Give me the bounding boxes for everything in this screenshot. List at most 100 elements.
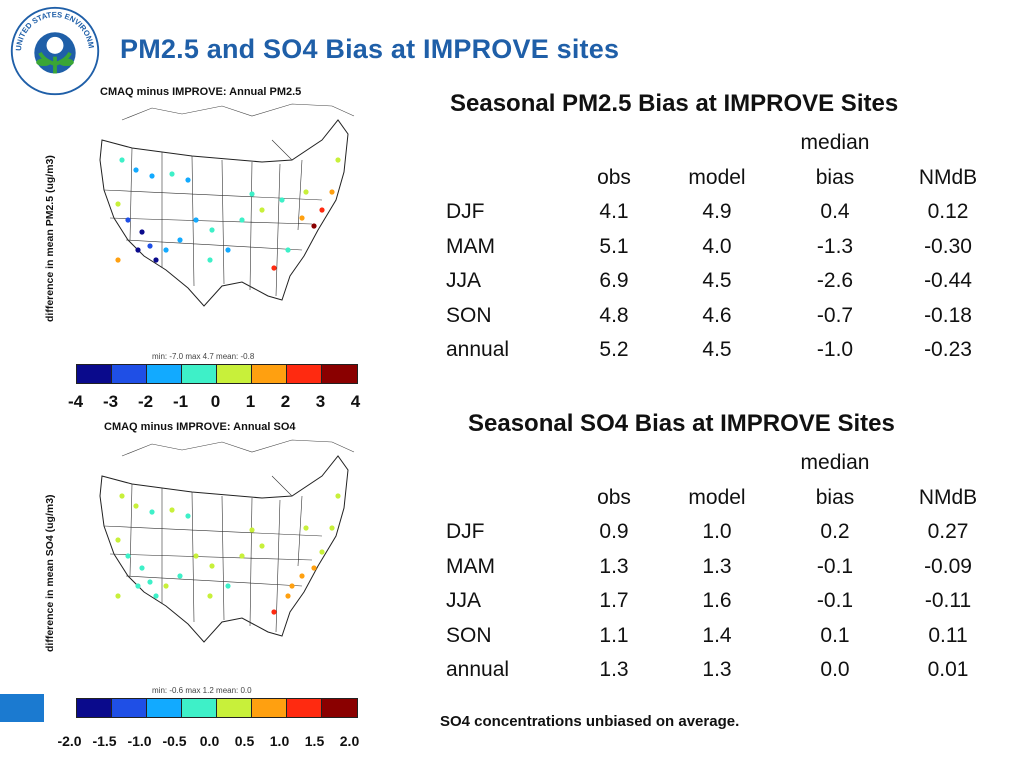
table-row: DJF 0.9 1.0 0.2 0.27 [446, 515, 998, 550]
table-cell: 1.1 [599, 623, 629, 647]
table-cell: annual [446, 658, 510, 682]
pm25-map-canada-border [121, 103, 355, 121]
table-cell: 4.0 [702, 234, 732, 258]
so4-colorbar-tick: -1.0 [127, 733, 152, 749]
table-cell: DJF [446, 200, 485, 224]
header-cell: model [688, 165, 746, 189]
so4-colorbar-ticks: -2.0 -1.5 -1.0 -0.5 0.0 0.5 1.0 1.5 2.0 [52, 733, 367, 749]
header-cell: NMdB [918, 485, 978, 509]
so4-colorbar-tick: -0.5 [162, 733, 187, 749]
table-cell: 1.3 [599, 658, 629, 682]
so4-colorbar-swatch [252, 699, 287, 717]
so4-colorbar [76, 698, 358, 718]
header-cell: bias [815, 165, 855, 189]
table-cell: -0.11 [924, 589, 972, 613]
table-row: JJA 1.7 1.6 -0.1 -0.11 [446, 584, 998, 619]
table-cell: -2.6 [816, 269, 854, 293]
pm25-colorbar-tick: 0 [210, 392, 221, 411]
so4-table-title: Seasonal SO4 Bias at IMPROVE Sites [468, 410, 895, 437]
table-cell: -0.1 [816, 554, 854, 578]
pm25-colorbar-swatch [77, 365, 112, 383]
header-cell [898, 446, 998, 481]
so4-map-canada-border [121, 439, 355, 457]
table-cell: 4.8 [599, 303, 629, 327]
header-cell: median [800, 451, 870, 475]
table-cell: 0.11 [928, 623, 968, 647]
table-cell: 4.1 [599, 200, 629, 224]
pm25-colorbar-tick: -3 [102, 392, 119, 411]
table-cell: -0.18 [924, 303, 972, 327]
so4-map [92, 436, 366, 682]
pm25-table-title: Seasonal PM2.5 Bias at IMPROVE Sites [450, 90, 899, 117]
table-cell: 5.1 [599, 234, 629, 258]
table-cell: 0.9 [599, 520, 629, 544]
pm25-colorbar-swatch [287, 365, 322, 383]
pm25-colorbar-tick: 2 [280, 392, 291, 411]
table-cell: annual [446, 338, 510, 362]
pm25-colorbar-swatch [322, 365, 357, 383]
so4-colorbar-tick: 2.0 [339, 733, 360, 749]
table-header-row: median [446, 446, 998, 481]
header-cell [446, 126, 566, 161]
table-cell: 1.3 [702, 554, 732, 578]
table-cell: 5.2 [599, 338, 629, 362]
header-cell: model [688, 485, 746, 509]
footnote: SO4 concentrations unbiased on average. [440, 713, 740, 730]
table-cell: -0.09 [924, 554, 972, 578]
pm25-map [92, 100, 366, 350]
header-cell: median [800, 131, 870, 155]
table-cell: 0.01 [927, 658, 969, 682]
so4-colorbar-swatch [287, 699, 322, 717]
table-cell: -0.1 [816, 589, 854, 613]
pm25-colorbar-ticks: -4 -3 -2 -1 0 1 2 3 4 [58, 392, 373, 412]
table-cell: -0.23 [924, 338, 972, 362]
so4-map-stats: min: -0.6 max 1.2 mean: 0.0 [152, 686, 252, 695]
pm25-colorbar-tick: 1 [245, 392, 256, 411]
pm25-colorbar-swatch [182, 365, 217, 383]
header-cell [446, 481, 566, 516]
so4-colorbar-tick: 1.5 [304, 733, 325, 749]
so4-colorbar-swatch [77, 699, 112, 717]
table-cell: -0.30 [924, 234, 972, 258]
pm25-colorbar-swatch [147, 365, 182, 383]
table-cell: 1.7 [599, 589, 629, 613]
table-row: JJA 6.9 4.5 -2.6 -0.44 [446, 264, 998, 299]
pm25-colorbar [76, 364, 358, 384]
table-cell: SON [446, 303, 492, 327]
header-cell: obs [597, 485, 631, 509]
table-cell: -1.3 [816, 234, 854, 258]
table-cell: 0.12 [927, 200, 969, 224]
table-cell: 0.0 [820, 658, 850, 682]
table-cell: 4.5 [702, 338, 732, 362]
table-cell: 1.3 [702, 658, 732, 682]
table-row: DJF 4.1 4.9 0.4 0.12 [446, 195, 998, 230]
table-cell: 0.1 [820, 623, 850, 647]
so4-colorbar-swatch [147, 699, 182, 717]
so4-map-state-lines [103, 475, 323, 633]
so4-colorbar-swatch [322, 699, 357, 717]
so4-colorbar-tick: 0.0 [199, 733, 220, 749]
epa-logo: UNITED STATES ENVIRONMENTAL PROTECTION A… [8, 4, 100, 96]
so4-site-markers [115, 493, 341, 615]
header-cell [446, 161, 566, 196]
header-cell: NMdB [918, 165, 978, 189]
table-cell: -0.7 [816, 303, 854, 327]
table-cell: 0.4 [820, 200, 850, 224]
table-cell: 1.6 [702, 589, 732, 613]
pm25-bias-table: median obs model bias NMdB DJF 4.1 4.9 0… [446, 126, 998, 368]
table-cell: 1.0 [702, 520, 732, 544]
pm25-colorbar-tick: -2 [137, 392, 154, 411]
table-cell: 0.2 [820, 520, 850, 544]
pm25-colorbar-swatch [112, 365, 147, 383]
table-cell: -0.44 [924, 269, 972, 293]
slide-title: PM2.5 and SO4 Bias at IMPROVE sites [120, 34, 620, 64]
so4-map-ylabel: difference in mean SO4 (ug/m3) [44, 494, 56, 652]
table-cell: MAM [446, 234, 495, 258]
table-cell: 1.3 [599, 554, 629, 578]
table-cell: 4.6 [702, 303, 732, 327]
table-row: annual 1.3 1.3 0.0 0.01 [446, 653, 998, 688]
table-header-row: median [446, 126, 998, 161]
header-cell [662, 126, 772, 161]
table-header-row: obs model bias NMdB [446, 161, 998, 196]
table-cell: DJF [446, 520, 485, 544]
